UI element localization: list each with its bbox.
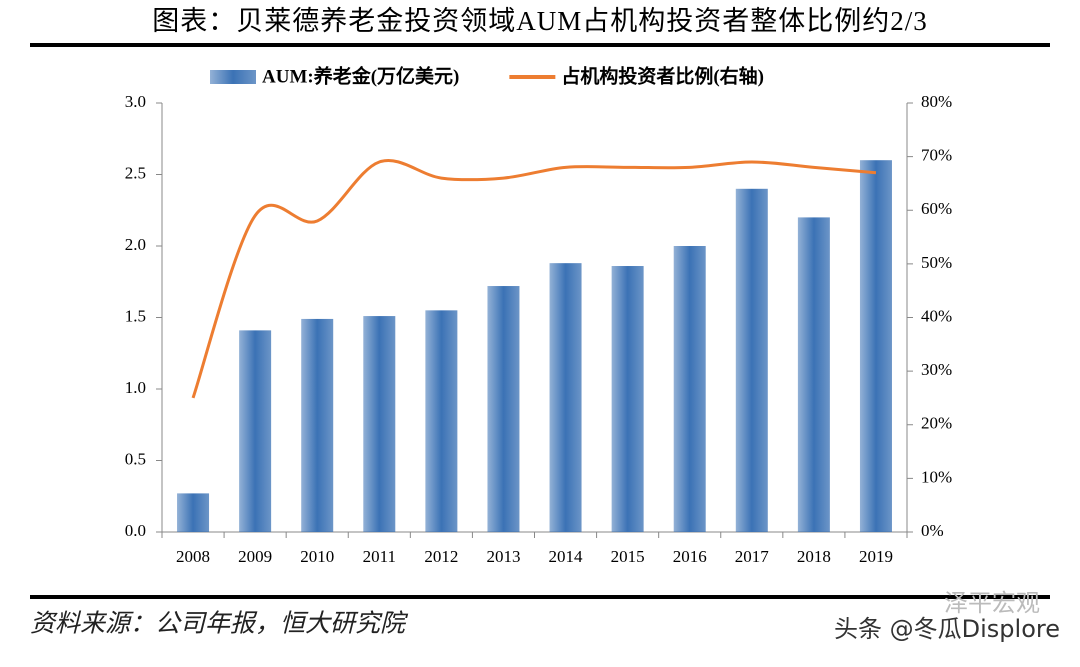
x-tick-label: 2008 [176,547,210,566]
y2-tick-label: 50% [921,253,952,272]
x-tick-label: 2009 [238,547,272,566]
bar [239,330,272,532]
x-tick-label: 2011 [363,547,396,566]
bar [611,266,644,532]
y-tick-label: 1.0 [125,378,146,397]
y2-tick-label: 10% [921,467,952,486]
chart-title: 图表：贝莱德养老金投资领域AUM占机构投资者整体比例约2/3 [152,6,928,36]
y2-tick-label: 30% [921,360,952,379]
y2-tick-label: 40% [921,306,952,325]
y-tick-label: 2.5 [125,163,146,182]
legend-swatch [210,70,256,84]
bar [425,310,458,532]
x-tick-label: 2017 [735,547,770,566]
bar [735,188,768,533]
x-tick-label: 2013 [486,547,520,566]
y-tick-label: 2.0 [125,235,146,254]
y-tick-label: 0.0 [125,521,146,540]
line [191,159,877,399]
x-tick-label: 2012 [424,547,458,566]
footer-rule [30,595,1050,599]
y-tick-label: 3.0 [125,92,146,111]
x-tick-label: 2015 [611,547,645,566]
y2-tick-label: 80% [921,92,952,111]
bar [797,217,830,532]
bar [363,316,396,532]
x-tick-label: 2014 [549,547,584,566]
title-rule [30,43,1050,47]
y2-tick-label: 60% [921,199,952,218]
bar [673,246,706,532]
bar [549,263,582,532]
bar [301,318,334,532]
legend-label: AUM:养老金(万亿美元) [262,64,459,87]
x-tick-label: 2016 [673,547,707,566]
y-tick-label: 0.5 [125,449,146,468]
bar [487,286,520,532]
watermark: 泽平宏观 [944,589,1040,617]
y-tick-label: 1.5 [125,306,146,325]
legend-label: 占机构投资者比例(右轴) [561,64,764,87]
y2-tick-label: 0% [921,521,944,540]
x-tick-label: 2019 [859,547,893,566]
y2-tick-label: 70% [921,146,952,165]
watermark: 头条 @冬瓜Displore [834,615,1060,643]
x-tick-label: 2018 [797,547,831,566]
y2-tick-label: 20% [921,414,952,433]
source: 资料来源：公司年报，恒大研究院 [30,610,409,638]
x-tick-label: 2010 [300,547,334,566]
bar [177,493,210,532]
bar [859,160,892,532]
